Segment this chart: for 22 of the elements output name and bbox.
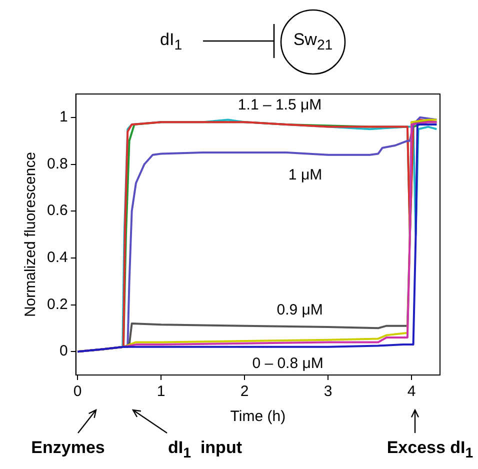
text: Sw$_{21}$	[292, 30, 334, 54]
text: Enzymes	[31, 438, 105, 458]
x-tick-label: 0	[73, 383, 82, 400]
y-axis-title: Normalized fluorescence	[22, 152, 40, 318]
y-tick-label: 0	[60, 342, 68, 360]
x-tick-label: 2	[240, 383, 249, 400]
y-tick-label: 0.8	[46, 155, 68, 172]
x-tick-label: 4	[407, 383, 416, 400]
text: Excess dI$_{1}$	[386, 438, 474, 462]
y-tick-label: 0.6	[46, 202, 68, 220]
x-tick-label: 3	[324, 383, 332, 400]
y-tick-label: 0.4	[46, 249, 68, 266]
text: dI$_{1}$ input	[168, 438, 242, 462]
annotation: 1.1 – 1.5 μM	[238, 96, 322, 114]
annotation: 1 μM	[288, 166, 322, 184]
x-axis-title: Time (h)	[230, 408, 286, 426]
annotation: 0.9 μM	[276, 302, 323, 319]
x-tick-label: 1	[156, 383, 166, 400]
y-tick-label: 0.2	[46, 296, 68, 313]
y-tick-label: 1	[60, 108, 68, 126]
text: dI$_{1}$	[160, 30, 182, 54]
annotation: 0 – 0.8 μM	[252, 354, 324, 372]
